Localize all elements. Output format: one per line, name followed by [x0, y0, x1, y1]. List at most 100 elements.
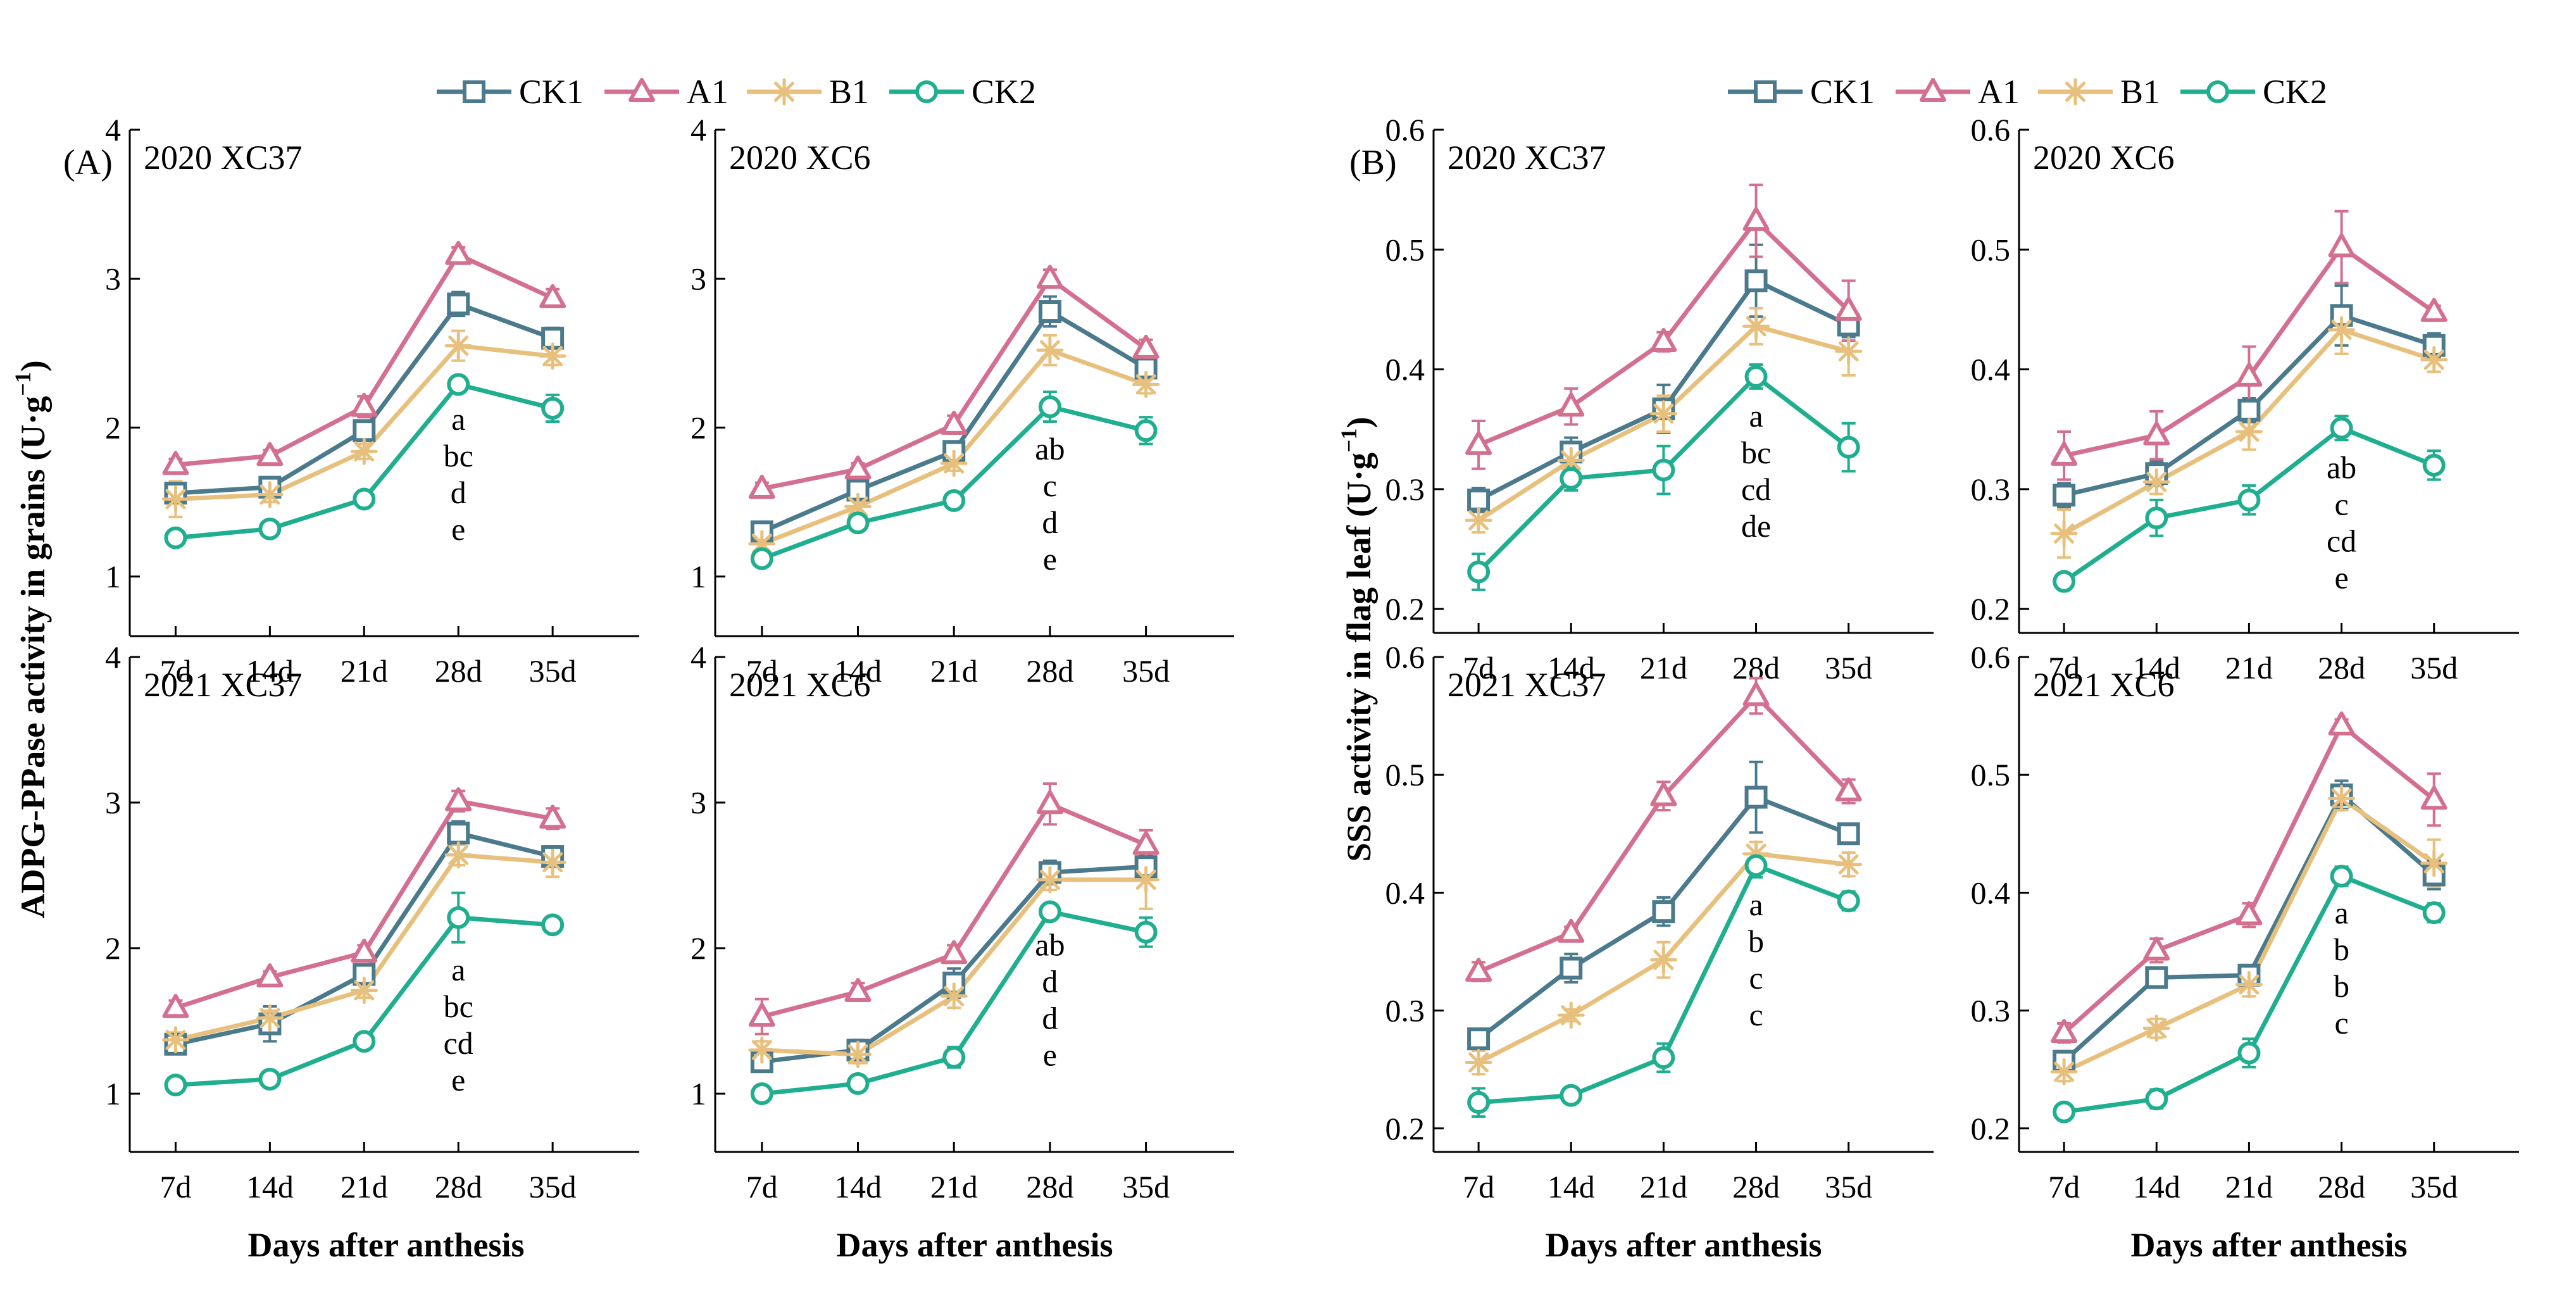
data-point-CK2 — [1744, 365, 1768, 388]
data-point-CK2 — [541, 397, 565, 420]
data-point-CK2 — [258, 517, 282, 541]
significance-letter: cd — [2327, 523, 2356, 558]
panel-title: 2021 XC6 — [729, 666, 871, 704]
data-point-CK2 — [1744, 854, 1768, 877]
data-point-A1 — [351, 938, 378, 963]
data-point-A1 — [1742, 206, 1770, 231]
data-point-B1 — [2142, 468, 2170, 496]
legend-label: A1 — [1978, 73, 2020, 111]
data-point-CK1 — [1467, 1027, 1491, 1051]
data-point-B1-stroke — [1039, 340, 1060, 361]
data-point-B1-stroke — [259, 484, 280, 505]
y-tick-label: 1 — [105, 559, 121, 594]
data-point-B1 — [444, 332, 472, 360]
legend-marker-B1-stroke — [2065, 82, 2085, 102]
legend-item-B1: B1 — [2038, 73, 2160, 111]
x-tick-label: 35d — [2410, 650, 2458, 685]
data-point-A1 — [256, 963, 284, 987]
data-point-A1 — [256, 442, 284, 466]
x-tick-label: 28d — [435, 1169, 482, 1204]
significance-letter: d — [451, 475, 466, 510]
data-point-A1 — [539, 284, 566, 308]
x-axis-titles: Days after anthesis Days after anthesis Da… — [248, 1226, 2408, 1264]
legend-marker-CK2 — [2206, 80, 2229, 103]
data-point-A1 — [2328, 233, 2355, 258]
data-point-CK2 — [1837, 889, 1860, 913]
legend-item-CK2: CK2 — [2180, 73, 2327, 111]
data-point-B1-stroke — [2331, 788, 2352, 809]
data-point-B1 — [2142, 1015, 2170, 1042]
significance-letter: c — [2334, 1005, 2348, 1041]
data-point-A1 — [2051, 441, 2078, 466]
data-point-CK2 — [2330, 865, 2353, 888]
group-letter: (A) — [63, 143, 113, 182]
data-point-B1 — [1132, 370, 1160, 398]
data-point-B1-stroke — [2054, 1061, 2075, 1082]
data-point-B1-stroke — [2239, 422, 2260, 442]
y-tick-label: 0.6 — [1385, 639, 1425, 675]
data-point-B1 — [1649, 400, 1677, 428]
data-point-B1-stroke — [448, 844, 469, 865]
data-point-B1 — [539, 848, 566, 876]
y-tick-label: 1 — [105, 1076, 121, 1111]
x-axis-title: Days after anthesis — [248, 1226, 525, 1264]
data-point-B1-stroke — [1468, 510, 1489, 531]
data-point-B1-stroke — [1838, 854, 1859, 875]
data-point-CK2 — [1560, 466, 1583, 490]
significance-letter: b — [2334, 932, 2349, 967]
data-point-A1 — [748, 475, 775, 499]
data-point-CK2 — [750, 547, 773, 570]
data-point-A1 — [1558, 918, 1585, 943]
legend-item-A1: A1 — [1896, 73, 2020, 111]
significance-letter: ab — [1035, 927, 1065, 963]
data-point-CK1 — [1652, 900, 1675, 923]
data-point-B1-stroke — [751, 1040, 772, 1060]
data-point-B1-stroke — [1653, 403, 1674, 424]
y-axis-title-main: SSS activity in flag leaf (U·g — [1340, 453, 1378, 862]
x-tick-label: 7d — [2048, 1169, 2080, 1204]
data-point-CK2 — [2422, 454, 2446, 477]
data-point-CK1 — [1837, 822, 1860, 846]
x-axis-title: Days after anthesis — [2131, 1226, 2408, 1264]
data-point-B1 — [1649, 946, 1677, 974]
x-tick-label: 7d — [746, 653, 778, 689]
data-point-CK2 — [164, 1073, 187, 1097]
data-point-CK2 — [2330, 416, 2353, 440]
data-point-B1 — [161, 485, 189, 513]
legend-label: CK1 — [1810, 73, 1875, 111]
significance-letter: d — [1042, 504, 1058, 540]
y-tick-label: 1 — [691, 559, 706, 594]
data-point-A1 — [1465, 430, 1492, 455]
y-tick-label: 0.6 — [1971, 639, 2011, 675]
data-point-A1 — [1036, 265, 1063, 289]
data-point-CK2 — [2053, 570, 2076, 593]
y-tick-label: 2 — [691, 930, 706, 966]
data-point-B1-stroke — [354, 980, 375, 1001]
panel-title: 2020 XC37 — [144, 139, 303, 177]
data-point-CK2 — [1038, 900, 1061, 923]
x-tick-label: 21d — [1640, 650, 1687, 685]
significance-letter: b — [2334, 968, 2349, 1004]
significance-letter: e — [1043, 1037, 1057, 1073]
data-point-CK2 — [2237, 1041, 2261, 1065]
data-point-B1-stroke — [1838, 341, 1859, 362]
legend-label: CK1 — [519, 73, 584, 111]
data-point-CK2 — [1652, 458, 1675, 482]
data-point-A1 — [2420, 297, 2448, 322]
series-line-A1 — [1477, 693, 1851, 974]
data-point-B1-stroke — [448, 335, 469, 356]
data-point-B1-stroke — [259, 1008, 280, 1029]
data-point-B1 — [1132, 866, 1160, 894]
y-tick-label: 0.4 — [1385, 352, 1425, 387]
data-point-A1 — [1835, 296, 1862, 321]
x-tick-label: 21d — [341, 1169, 388, 1204]
data-point-B1 — [350, 437, 378, 465]
x-tick-label: 7d — [2048, 650, 2080, 685]
x-tick-label: 28d — [1026, 653, 1073, 689]
significance-letter: bc — [444, 438, 473, 473]
significance-letter: e — [451, 1062, 465, 1098]
